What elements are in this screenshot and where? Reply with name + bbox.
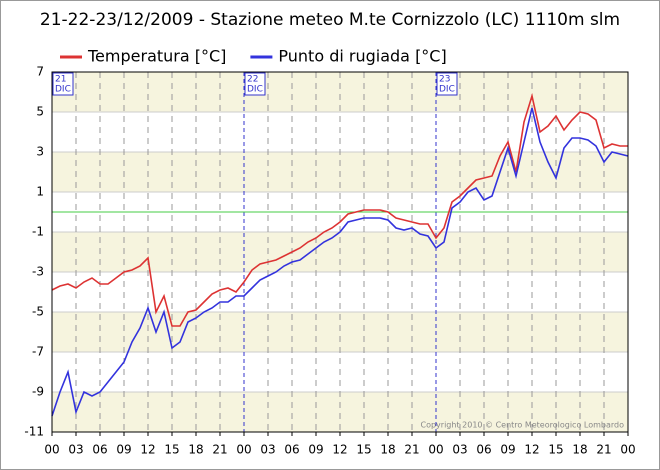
x-tick-label: 21 (596, 443, 611, 457)
x-tick-label: 09 (500, 443, 515, 457)
x-tick-label: 12 (332, 443, 347, 457)
day-label-box (436, 72, 458, 96)
legend-label: Temperatura [°C] (87, 47, 226, 66)
x-tick-label: 21 (404, 443, 419, 457)
x-tick-label: 06 (284, 443, 299, 457)
x-tick-label: 15 (548, 443, 563, 457)
x-tick-label: 12 (140, 443, 155, 457)
day-label-box (244, 72, 266, 96)
y-tick-label: -1 (32, 225, 44, 239)
x-tick-label: 15 (356, 443, 371, 457)
y-tick-label: 1 (36, 185, 44, 199)
x-tick-label: 09 (308, 443, 323, 457)
y-tick-label: -11 (24, 425, 44, 439)
x-tick-label: 18 (188, 443, 203, 457)
day-label: 21 (55, 75, 66, 85)
day-label: DIC (55, 85, 71, 95)
chart-title: 21-22-23/12/2009 - Stazione meteo M.te C… (40, 10, 620, 30)
x-tick-label: 03 (452, 443, 467, 457)
series-line (51, 107, 629, 417)
plot-border (51, 71, 629, 433)
x-tick-label: 00 (236, 443, 251, 457)
x-tick-label: 21 (212, 443, 227, 457)
x-tick-label: 03 (68, 443, 83, 457)
y-tick-label: -7 (32, 345, 44, 359)
x-tick-label: 12 (524, 443, 539, 457)
y-tick-label: 3 (36, 145, 44, 159)
x-tick-label: 00 (44, 443, 59, 457)
day-label: 22 (247, 75, 258, 85)
y-tick-label: -9 (32, 385, 44, 399)
day-label: DIC (247, 85, 263, 95)
y-tick-label: -5 (32, 305, 44, 319)
x-tick-label: 06 (92, 443, 107, 457)
y-tick-label: -3 (32, 265, 44, 279)
series-line (51, 92, 628, 327)
x-tick-label: 15 (164, 443, 179, 457)
x-tick-label: 00 (428, 443, 443, 457)
day-label: 23 (439, 75, 450, 85)
x-tick-label: 06 (476, 443, 491, 457)
x-tick-label: 00 (620, 443, 635, 457)
day-label-box (52, 72, 74, 96)
x-tick-label: 09 (116, 443, 131, 457)
x-tick-label: 18 (572, 443, 587, 457)
credit: Copyright 2010 © Centro Meteorologico Lo… (421, 421, 625, 430)
day-label: DIC (439, 85, 455, 95)
y-tick-label: 7 (36, 65, 44, 79)
x-tick-label: 18 (380, 443, 395, 457)
legend-label: Punto di rugiada [°C] (278, 47, 446, 66)
x-tick-label: 03 (260, 443, 275, 457)
y-tick-label: 5 (36, 105, 44, 119)
